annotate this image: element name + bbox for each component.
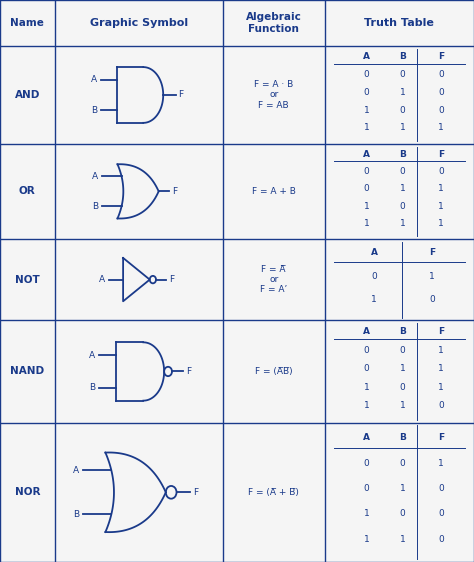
Text: 0: 0: [400, 509, 405, 518]
Text: 0: 0: [364, 88, 369, 97]
Text: 0: 0: [364, 70, 369, 79]
Text: 0: 0: [400, 106, 405, 115]
Text: B: B: [399, 52, 406, 61]
Text: NOR: NOR: [15, 487, 40, 497]
Text: F: F: [429, 248, 435, 257]
Text: 0: 0: [364, 346, 369, 355]
Text: 1: 1: [438, 346, 444, 355]
Text: 1: 1: [400, 534, 405, 543]
Text: 1: 1: [400, 364, 405, 373]
Text: B: B: [91, 106, 97, 115]
Text: AND: AND: [15, 90, 40, 100]
Text: B: B: [73, 510, 79, 519]
Text: 0: 0: [400, 346, 405, 355]
Text: 1: 1: [438, 364, 444, 373]
Text: B: B: [399, 149, 406, 158]
Text: F: F: [438, 327, 444, 336]
Text: 0: 0: [364, 484, 369, 493]
Text: 1: 1: [371, 295, 377, 304]
Text: F = A̅
or
F = A’: F = A̅ or F = A’: [260, 265, 287, 294]
Text: F: F: [179, 90, 184, 99]
Text: 0: 0: [400, 202, 405, 211]
Text: 0: 0: [438, 88, 444, 97]
Text: 1: 1: [438, 219, 444, 228]
Text: A: A: [99, 275, 105, 284]
Text: 0: 0: [438, 401, 444, 410]
Text: 1: 1: [429, 271, 435, 280]
Text: 1: 1: [438, 184, 444, 193]
Text: 1: 1: [438, 202, 444, 211]
Text: F = A · B
or
F = AB: F = A · B or F = AB: [254, 80, 293, 110]
Text: 1: 1: [364, 219, 369, 228]
Text: 0: 0: [438, 70, 444, 79]
Text: A: A: [363, 327, 370, 336]
Text: 0: 0: [438, 484, 444, 493]
Text: B: B: [89, 383, 95, 392]
Text: 1: 1: [364, 534, 369, 543]
Text: A: A: [89, 351, 95, 360]
Text: 1: 1: [364, 509, 369, 518]
Text: A: A: [92, 172, 99, 181]
Text: 0: 0: [371, 271, 377, 280]
Text: 1: 1: [400, 484, 405, 493]
Text: B: B: [399, 327, 406, 336]
Text: 0: 0: [438, 106, 444, 115]
Text: 1: 1: [400, 219, 405, 228]
Text: 1: 1: [364, 383, 369, 392]
Text: 1: 1: [364, 401, 369, 410]
Text: A: A: [371, 248, 377, 257]
Text: 0: 0: [364, 364, 369, 373]
Text: 1: 1: [438, 459, 444, 468]
Text: A: A: [91, 75, 97, 84]
Text: 0: 0: [364, 459, 369, 468]
Text: F = A + B: F = A + B: [252, 187, 296, 196]
Text: 1: 1: [364, 202, 369, 211]
Text: NAND: NAND: [10, 366, 44, 377]
Text: Graphic Symbol: Graphic Symbol: [90, 18, 188, 28]
Text: OR: OR: [19, 187, 36, 196]
Text: F: F: [169, 275, 174, 284]
Text: 1: 1: [400, 401, 405, 410]
Text: F = (A̅ + B̅): F = (A̅ + B̅): [248, 488, 299, 497]
Text: 1: 1: [400, 88, 405, 97]
Text: A: A: [363, 433, 370, 442]
Text: F: F: [438, 149, 444, 158]
Text: B: B: [399, 433, 406, 442]
Text: 1: 1: [400, 124, 405, 133]
Text: 1: 1: [364, 106, 369, 115]
Text: 1: 1: [364, 124, 369, 133]
Text: F: F: [438, 433, 444, 442]
Text: 1: 1: [438, 383, 444, 392]
Text: F: F: [193, 488, 198, 497]
Text: NOT: NOT: [15, 275, 40, 284]
Text: 0: 0: [429, 295, 435, 304]
Text: F: F: [186, 367, 191, 376]
Text: 0: 0: [438, 534, 444, 543]
Text: F: F: [172, 187, 177, 196]
Text: 0: 0: [364, 184, 369, 193]
Text: F: F: [438, 52, 444, 61]
Text: A: A: [73, 466, 79, 475]
Text: A: A: [363, 52, 370, 61]
Text: B: B: [92, 202, 99, 211]
Text: A: A: [363, 149, 370, 158]
Text: F = (A̅B̅): F = (A̅B̅): [255, 367, 292, 376]
Text: 1: 1: [438, 124, 444, 133]
Text: 0: 0: [400, 70, 405, 79]
Text: 1: 1: [400, 184, 405, 193]
Text: 0: 0: [400, 383, 405, 392]
Text: 0: 0: [438, 509, 444, 518]
Text: 0: 0: [364, 167, 369, 176]
Text: 0: 0: [400, 459, 405, 468]
Text: 0: 0: [438, 167, 444, 176]
Text: Name: Name: [10, 18, 44, 28]
Text: Truth Table: Truth Table: [365, 18, 434, 28]
Text: 0: 0: [400, 167, 405, 176]
Text: Algebraic
Function: Algebraic Function: [246, 12, 301, 34]
